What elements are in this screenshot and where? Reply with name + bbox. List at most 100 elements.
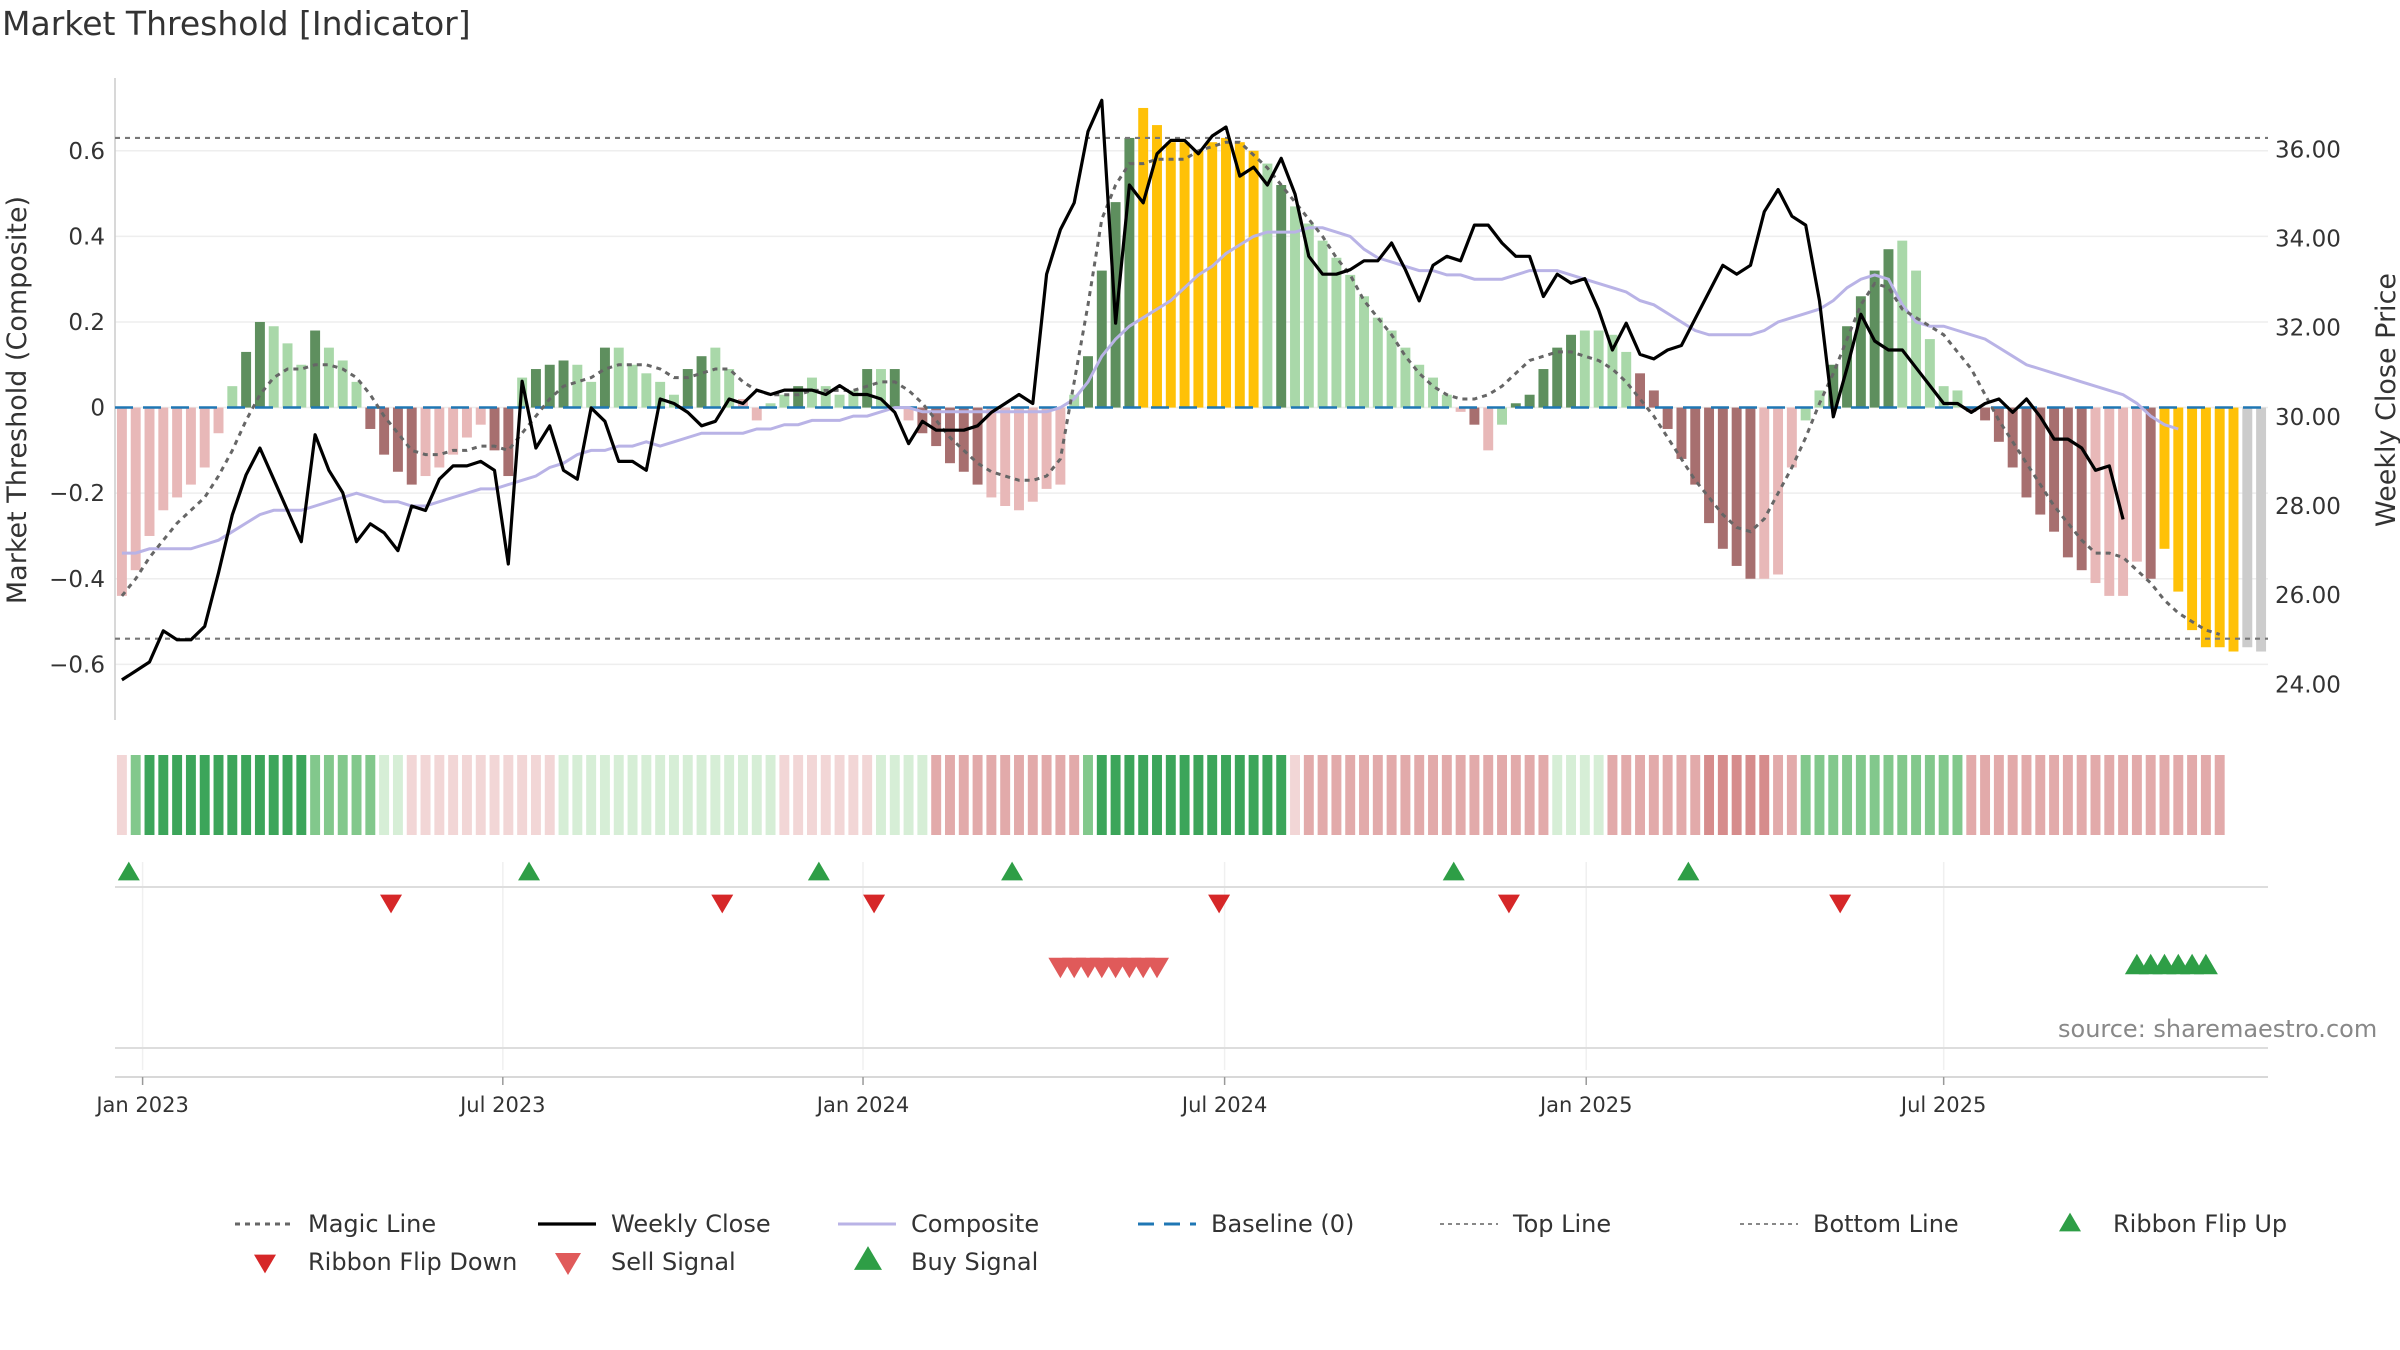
composite-bar — [1207, 142, 1218, 408]
ribbon-segment — [1248, 755, 1259, 835]
composite-bar — [1441, 394, 1452, 408]
composite-bar — [972, 407, 983, 485]
composite-bar — [2007, 407, 2018, 468]
legend-item: Sell Signal — [611, 1248, 736, 1276]
ribbon-segment — [1731, 755, 1742, 835]
ribbon-segment — [282, 755, 293, 835]
ribbon-segment — [655, 755, 666, 835]
ribbon-segment — [158, 755, 169, 835]
ribbon-segment — [1883, 755, 1894, 835]
ribbon-segment — [558, 755, 569, 835]
composite-bar — [986, 407, 997, 498]
composite-bar — [1497, 407, 1507, 425]
ribbon-segment — [365, 755, 376, 835]
source-credit: source: sharemaestro.com — [2058, 1015, 2378, 1043]
composite-bar — [876, 369, 886, 408]
legend-item: Baseline (0) — [1138, 1210, 1354, 1238]
composite-bar — [1483, 407, 1494, 451]
ribbon-segment — [1303, 755, 1314, 835]
composite-bar — [668, 394, 679, 408]
composite-bar — [2131, 407, 2142, 562]
ribbon-segment — [1855, 755, 1866, 835]
ribbon-segment — [696, 755, 707, 835]
composite-bar — [2104, 407, 2115, 596]
y2-tick-label: 24.00 — [2275, 672, 2341, 698]
y-tick-label: −0.4 — [49, 567, 105, 593]
ribbon-segment — [1027, 755, 1038, 835]
composite-bar — [1731, 407, 1742, 566]
composite-bar — [1179, 142, 1190, 408]
composite-bar — [820, 386, 831, 408]
composite-bar — [2228, 407, 2239, 652]
ribbon-segment — [2049, 755, 2060, 835]
ribbon-segment — [889, 755, 900, 835]
ribbon-segment — [489, 755, 500, 835]
ribbon-segment — [1414, 755, 1425, 835]
ribbon-segment — [710, 755, 721, 835]
composite-bar — [1938, 386, 1949, 408]
composite-bar — [1704, 407, 1715, 524]
ribbon-segment — [1593, 755, 1604, 835]
y-axis-label: Market Threshold (Composite) — [2, 196, 33, 604]
composite-bar — [1014, 407, 1024, 511]
composite-bar — [185, 407, 196, 485]
x-tick-label: Jul 2025 — [1899, 1093, 1986, 1117]
y-tick-label: 0 — [90, 396, 105, 422]
composite-bar — [655, 381, 666, 408]
composite-bar — [254, 321, 265, 408]
legend-label: Baseline (0) — [1211, 1210, 1354, 1238]
composite-bar — [1428, 377, 1438, 408]
ribbon-segment — [1911, 755, 1922, 835]
composite-bar — [1690, 407, 1701, 485]
composite-bar — [1593, 330, 1604, 408]
composite-bar — [1000, 407, 1011, 506]
ribbon-segment — [1262, 755, 1273, 835]
y-tick-label: −0.2 — [49, 481, 105, 507]
composite-bar — [461, 407, 472, 438]
composite-bar — [834, 394, 845, 408]
composite-bar — [227, 386, 238, 408]
ribbon-segment — [1814, 755, 1825, 835]
composite-bar — [641, 373, 652, 408]
ribbon-segment — [1745, 755, 1756, 835]
composite-bar — [2021, 407, 2032, 498]
y2-tick-label: 32.00 — [2275, 316, 2341, 342]
ribbon-segment — [420, 755, 431, 835]
composite-bar — [1883, 249, 1894, 408]
composite-bar — [310, 330, 321, 408]
ribbon-segment — [1083, 755, 1093, 835]
legend-swatch — [2059, 1212, 2081, 1232]
ribbon-segment — [751, 755, 762, 835]
composite-bar — [1911, 270, 1922, 408]
ribbon-segment — [379, 755, 390, 835]
ribbon-segment — [1497, 755, 1507, 835]
ribbon-segment — [1648, 755, 1659, 835]
ribbon-segment — [1966, 755, 1977, 835]
legend-item: Ribbon Flip Up — [2113, 1210, 2287, 1238]
ribbon-segment — [323, 755, 334, 835]
ribbon-segment — [1428, 755, 1438, 835]
ribbon-segment — [1055, 755, 1066, 835]
ribbon-segment — [1924, 755, 1935, 835]
composite-bar — [1303, 223, 1314, 408]
ribbon-segment — [544, 755, 555, 835]
composite-bar — [1924, 339, 1935, 408]
composite-bar — [1717, 407, 1728, 549]
ribbon-segment — [806, 755, 817, 835]
ribbon-flip-down-marker — [863, 894, 886, 914]
composite-bar — [1897, 240, 1908, 408]
composite-bar — [1980, 407, 1991, 421]
composite-bar — [558, 360, 569, 408]
ribbon-segment — [2118, 755, 2129, 835]
legend-item: Composite — [838, 1210, 1039, 1238]
y2-tick-label: 36.00 — [2275, 137, 2341, 163]
composite-bar — [1510, 403, 1521, 408]
ribbon-segment — [737, 755, 748, 835]
legend-label: Bottom Line — [1813, 1210, 1959, 1238]
composite-bar — [1055, 407, 1066, 485]
ribbon-flip-up-marker — [1442, 861, 1465, 881]
ribbon-segment — [1234, 755, 1245, 835]
ribbon-segment — [1676, 755, 1687, 835]
